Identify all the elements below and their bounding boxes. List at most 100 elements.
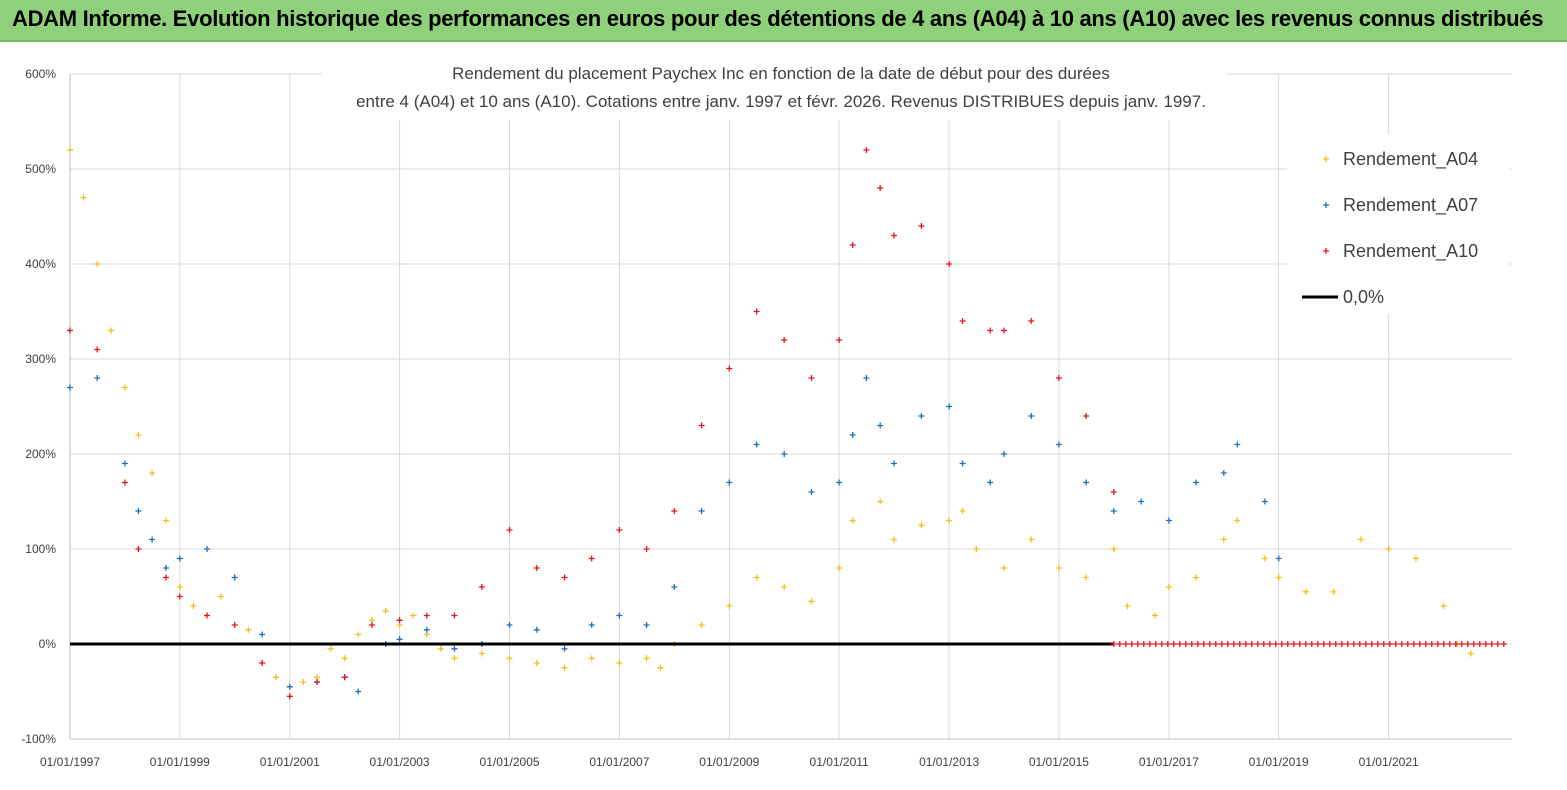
data-point xyxy=(1182,641,1189,647)
data-point xyxy=(190,603,197,609)
data-point xyxy=(1248,641,1255,647)
data-point xyxy=(451,612,458,619)
data-point xyxy=(1028,413,1035,419)
data-point xyxy=(1500,641,1507,647)
data-point xyxy=(836,337,843,343)
data-point xyxy=(588,622,595,628)
y-tick-label: 0% xyxy=(39,637,57,651)
data-point xyxy=(1362,641,1369,647)
data-point xyxy=(1110,546,1117,552)
data-point xyxy=(753,441,760,448)
data-point xyxy=(726,365,733,372)
data-point xyxy=(1338,641,1345,647)
data-point xyxy=(946,261,953,267)
data-point xyxy=(918,413,925,419)
data-point xyxy=(1124,603,1131,609)
data-point xyxy=(1001,565,1007,571)
data-point xyxy=(1146,641,1153,647)
data-point xyxy=(1266,641,1273,647)
chart-plot-area xyxy=(67,147,1507,700)
data-point xyxy=(561,664,568,671)
data-point xyxy=(1494,641,1501,647)
data-point xyxy=(478,650,485,657)
data-point xyxy=(1350,641,1357,647)
chart-legend: Rendement_A04 Rendement_A07 Rendement_A10 0… xyxy=(1302,149,1478,307)
data-point xyxy=(726,603,733,609)
data-point xyxy=(836,479,843,486)
data-point xyxy=(1422,641,1429,647)
data-point xyxy=(781,337,788,343)
data-point xyxy=(1206,641,1213,647)
data-point xyxy=(891,232,897,239)
data-point xyxy=(437,645,444,652)
data-point xyxy=(1083,479,1090,486)
data-point xyxy=(176,593,183,600)
data-point xyxy=(781,451,788,457)
data-point xyxy=(341,674,348,681)
data-point xyxy=(368,622,375,628)
data-point xyxy=(1224,641,1231,647)
data-point xyxy=(1326,641,1333,647)
series-Rendement_A07 xyxy=(67,375,1282,695)
data-point xyxy=(671,584,678,590)
data-point xyxy=(891,536,897,543)
data-point xyxy=(121,460,128,467)
data-point xyxy=(1236,641,1243,647)
data-point xyxy=(1488,641,1495,647)
data-point xyxy=(1083,574,1090,581)
data-point xyxy=(1188,641,1195,647)
data-point xyxy=(272,674,279,681)
data-point xyxy=(1220,470,1227,476)
data-point xyxy=(849,432,856,438)
data-point xyxy=(1261,555,1268,562)
data-point xyxy=(959,460,966,467)
series-Rendement_A04 xyxy=(67,147,1474,690)
data-point xyxy=(1055,565,1062,571)
data-point xyxy=(176,584,183,590)
data-point xyxy=(863,375,870,381)
legend-label: 0,0% xyxy=(1343,287,1384,307)
data-point xyxy=(1220,536,1227,543)
data-point xyxy=(163,574,169,581)
data-point xyxy=(1410,641,1417,647)
data-point xyxy=(561,645,568,652)
data-point xyxy=(781,584,788,590)
y-tick-label: 500% xyxy=(25,162,56,176)
data-point xyxy=(94,375,101,381)
x-tick-label: 01/01/1999 xyxy=(150,755,210,769)
data-point xyxy=(245,626,252,633)
y-tick-label: 300% xyxy=(25,352,56,366)
data-point xyxy=(1272,641,1279,647)
data-point xyxy=(176,555,183,562)
y-tick-label: 200% xyxy=(25,447,56,461)
x-tick-label: 01/01/1997 xyxy=(40,755,100,769)
data-point xyxy=(1110,641,1117,647)
data-point xyxy=(1398,641,1405,647)
data-point xyxy=(135,508,142,514)
data-point xyxy=(300,679,307,685)
x-tick-label: 01/01/2007 xyxy=(589,755,649,769)
data-point xyxy=(1323,248,1329,254)
data-point xyxy=(204,546,210,552)
data-point xyxy=(286,693,293,700)
data-point xyxy=(80,194,87,201)
data-point xyxy=(1482,641,1489,647)
data-point xyxy=(506,655,513,662)
returns-scatter-chart: -100% 0% 100% 200% 300% 400% 500% 600% 01/01/19… xyxy=(0,42,1567,790)
data-point xyxy=(1368,641,1375,647)
data-point xyxy=(1055,375,1062,381)
data-point xyxy=(94,346,101,353)
data-point xyxy=(1230,641,1237,647)
data-point xyxy=(1110,508,1117,514)
data-point xyxy=(451,645,458,652)
x-tick-label: 01/01/2019 xyxy=(1249,755,1309,769)
data-point xyxy=(616,527,623,533)
data-point xyxy=(959,508,966,514)
data-point xyxy=(959,318,966,324)
data-point xyxy=(987,327,994,334)
data-point xyxy=(1356,641,1363,647)
data-point xyxy=(533,660,540,666)
data-point xyxy=(135,546,142,552)
data-point xyxy=(946,403,953,410)
data-point xyxy=(1254,641,1261,647)
